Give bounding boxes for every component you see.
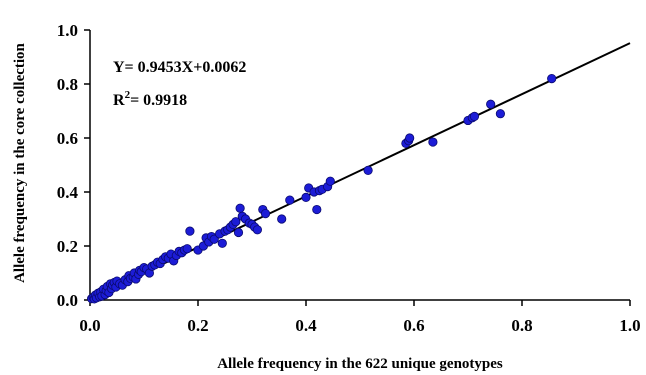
data-point bbox=[209, 234, 219, 244]
data-point bbox=[469, 111, 480, 122]
data-point bbox=[233, 227, 244, 238]
data-point bbox=[486, 99, 496, 109]
data-point bbox=[495, 109, 505, 119]
data-point bbox=[428, 137, 438, 147]
data-point bbox=[260, 209, 271, 219]
y-tick-label: 0.0 bbox=[57, 291, 78, 310]
y-tick-label: 1.0 bbox=[57, 21, 78, 40]
data-point bbox=[301, 192, 311, 202]
data-point bbox=[182, 244, 192, 254]
x-tick-label: 1.0 bbox=[619, 316, 640, 335]
data-point bbox=[217, 238, 227, 248]
data-point bbox=[185, 226, 195, 236]
x-tick-label: 0.8 bbox=[511, 316, 532, 335]
y-tick-label: 0.8 bbox=[57, 75, 78, 94]
data-point bbox=[363, 165, 373, 175]
x-tick-label: 0.6 bbox=[403, 316, 424, 335]
x-axis-title: Allele frequency in the 622 unique genot… bbox=[217, 356, 503, 372]
plot-area: 0.0 0.2 0.4 0.6 0.8 1.0 0.0 0.2 0.4 0.6 0.8 1.0 bbox=[57, 21, 641, 335]
data-point bbox=[405, 133, 415, 143]
y-tick-label: 0.6 bbox=[57, 129, 78, 148]
x-axis-ticks: 0.0 0.2 0.4 0.6 0.8 1.0 bbox=[79, 300, 641, 335]
y-tick-label: 0.4 bbox=[57, 183, 79, 202]
x-tick-label: 0.0 bbox=[79, 316, 100, 335]
x-tick-label: 0.4 bbox=[295, 316, 317, 335]
y-axis-ticks: 0.0 0.2 0.4 0.6 0.8 1.0 bbox=[57, 21, 90, 310]
y-tick-label: 0.2 bbox=[57, 237, 78, 256]
data-point bbox=[312, 204, 322, 215]
equation-label: Y= 0.9453X+0.0062 bbox=[113, 59, 246, 76]
data-point bbox=[252, 225, 262, 235]
data-point bbox=[231, 217, 241, 227]
r-squared-label: R2= 0.9918 bbox=[113, 89, 187, 109]
data-point bbox=[277, 214, 287, 224]
data-point bbox=[235, 203, 245, 213]
data-point bbox=[547, 74, 557, 84]
data-points bbox=[87, 74, 557, 304]
data-point bbox=[285, 195, 295, 205]
x-tick-label: 0.2 bbox=[187, 316, 208, 335]
r-squared-superscript: 2 bbox=[125, 89, 131, 101]
y-axis-title: Allele frequency in the core collection bbox=[12, 42, 28, 282]
data-point bbox=[325, 176, 335, 186]
